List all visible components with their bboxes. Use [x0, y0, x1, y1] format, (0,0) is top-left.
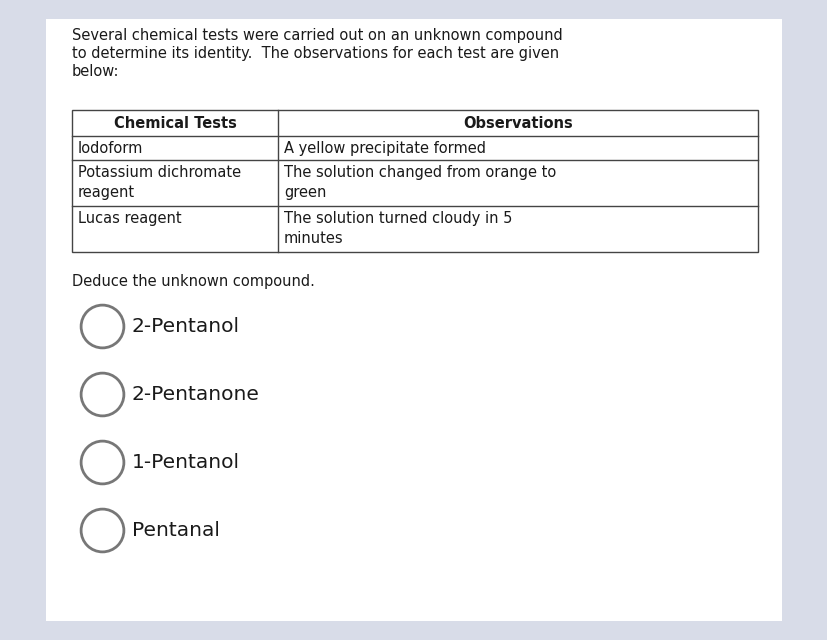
Text: The solution changed from orange to
green: The solution changed from orange to gree…	[284, 165, 556, 200]
Text: Deduce the unknown compound.: Deduce the unknown compound.	[72, 274, 314, 289]
Text: Chemical Tests: Chemical Tests	[113, 115, 237, 131]
Text: A yellow precipitate formed: A yellow precipitate formed	[284, 141, 485, 156]
Point	[95, 321, 108, 331]
Text: Observations: Observations	[462, 115, 572, 131]
Text: 1-Pentanol: 1-Pentanol	[131, 452, 240, 472]
Text: Pentanal: Pentanal	[131, 520, 220, 540]
Bar	[72, 110, 757, 252]
Text: Several chemical tests were carried out on an unknown compound: Several chemical tests were carried out …	[72, 28, 562, 43]
Point	[95, 525, 108, 535]
Text: Lucas reagent: Lucas reagent	[78, 211, 181, 226]
Point	[95, 389, 108, 399]
Text: Potassium dichromate
reagent: Potassium dichromate reagent	[78, 165, 241, 200]
Text: below:: below:	[72, 64, 119, 79]
Text: Iodoform: Iodoform	[78, 141, 143, 156]
Text: 2-Pentanone: 2-Pentanone	[131, 385, 260, 403]
Text: 2-Pentanol: 2-Pentanol	[131, 317, 240, 335]
Text: to determine its identity.  The observations for each test are given: to determine its identity. The observati…	[72, 46, 558, 61]
Text: The solution turned cloudy in 5
minutes: The solution turned cloudy in 5 minutes	[284, 211, 512, 246]
Point	[95, 457, 108, 467]
